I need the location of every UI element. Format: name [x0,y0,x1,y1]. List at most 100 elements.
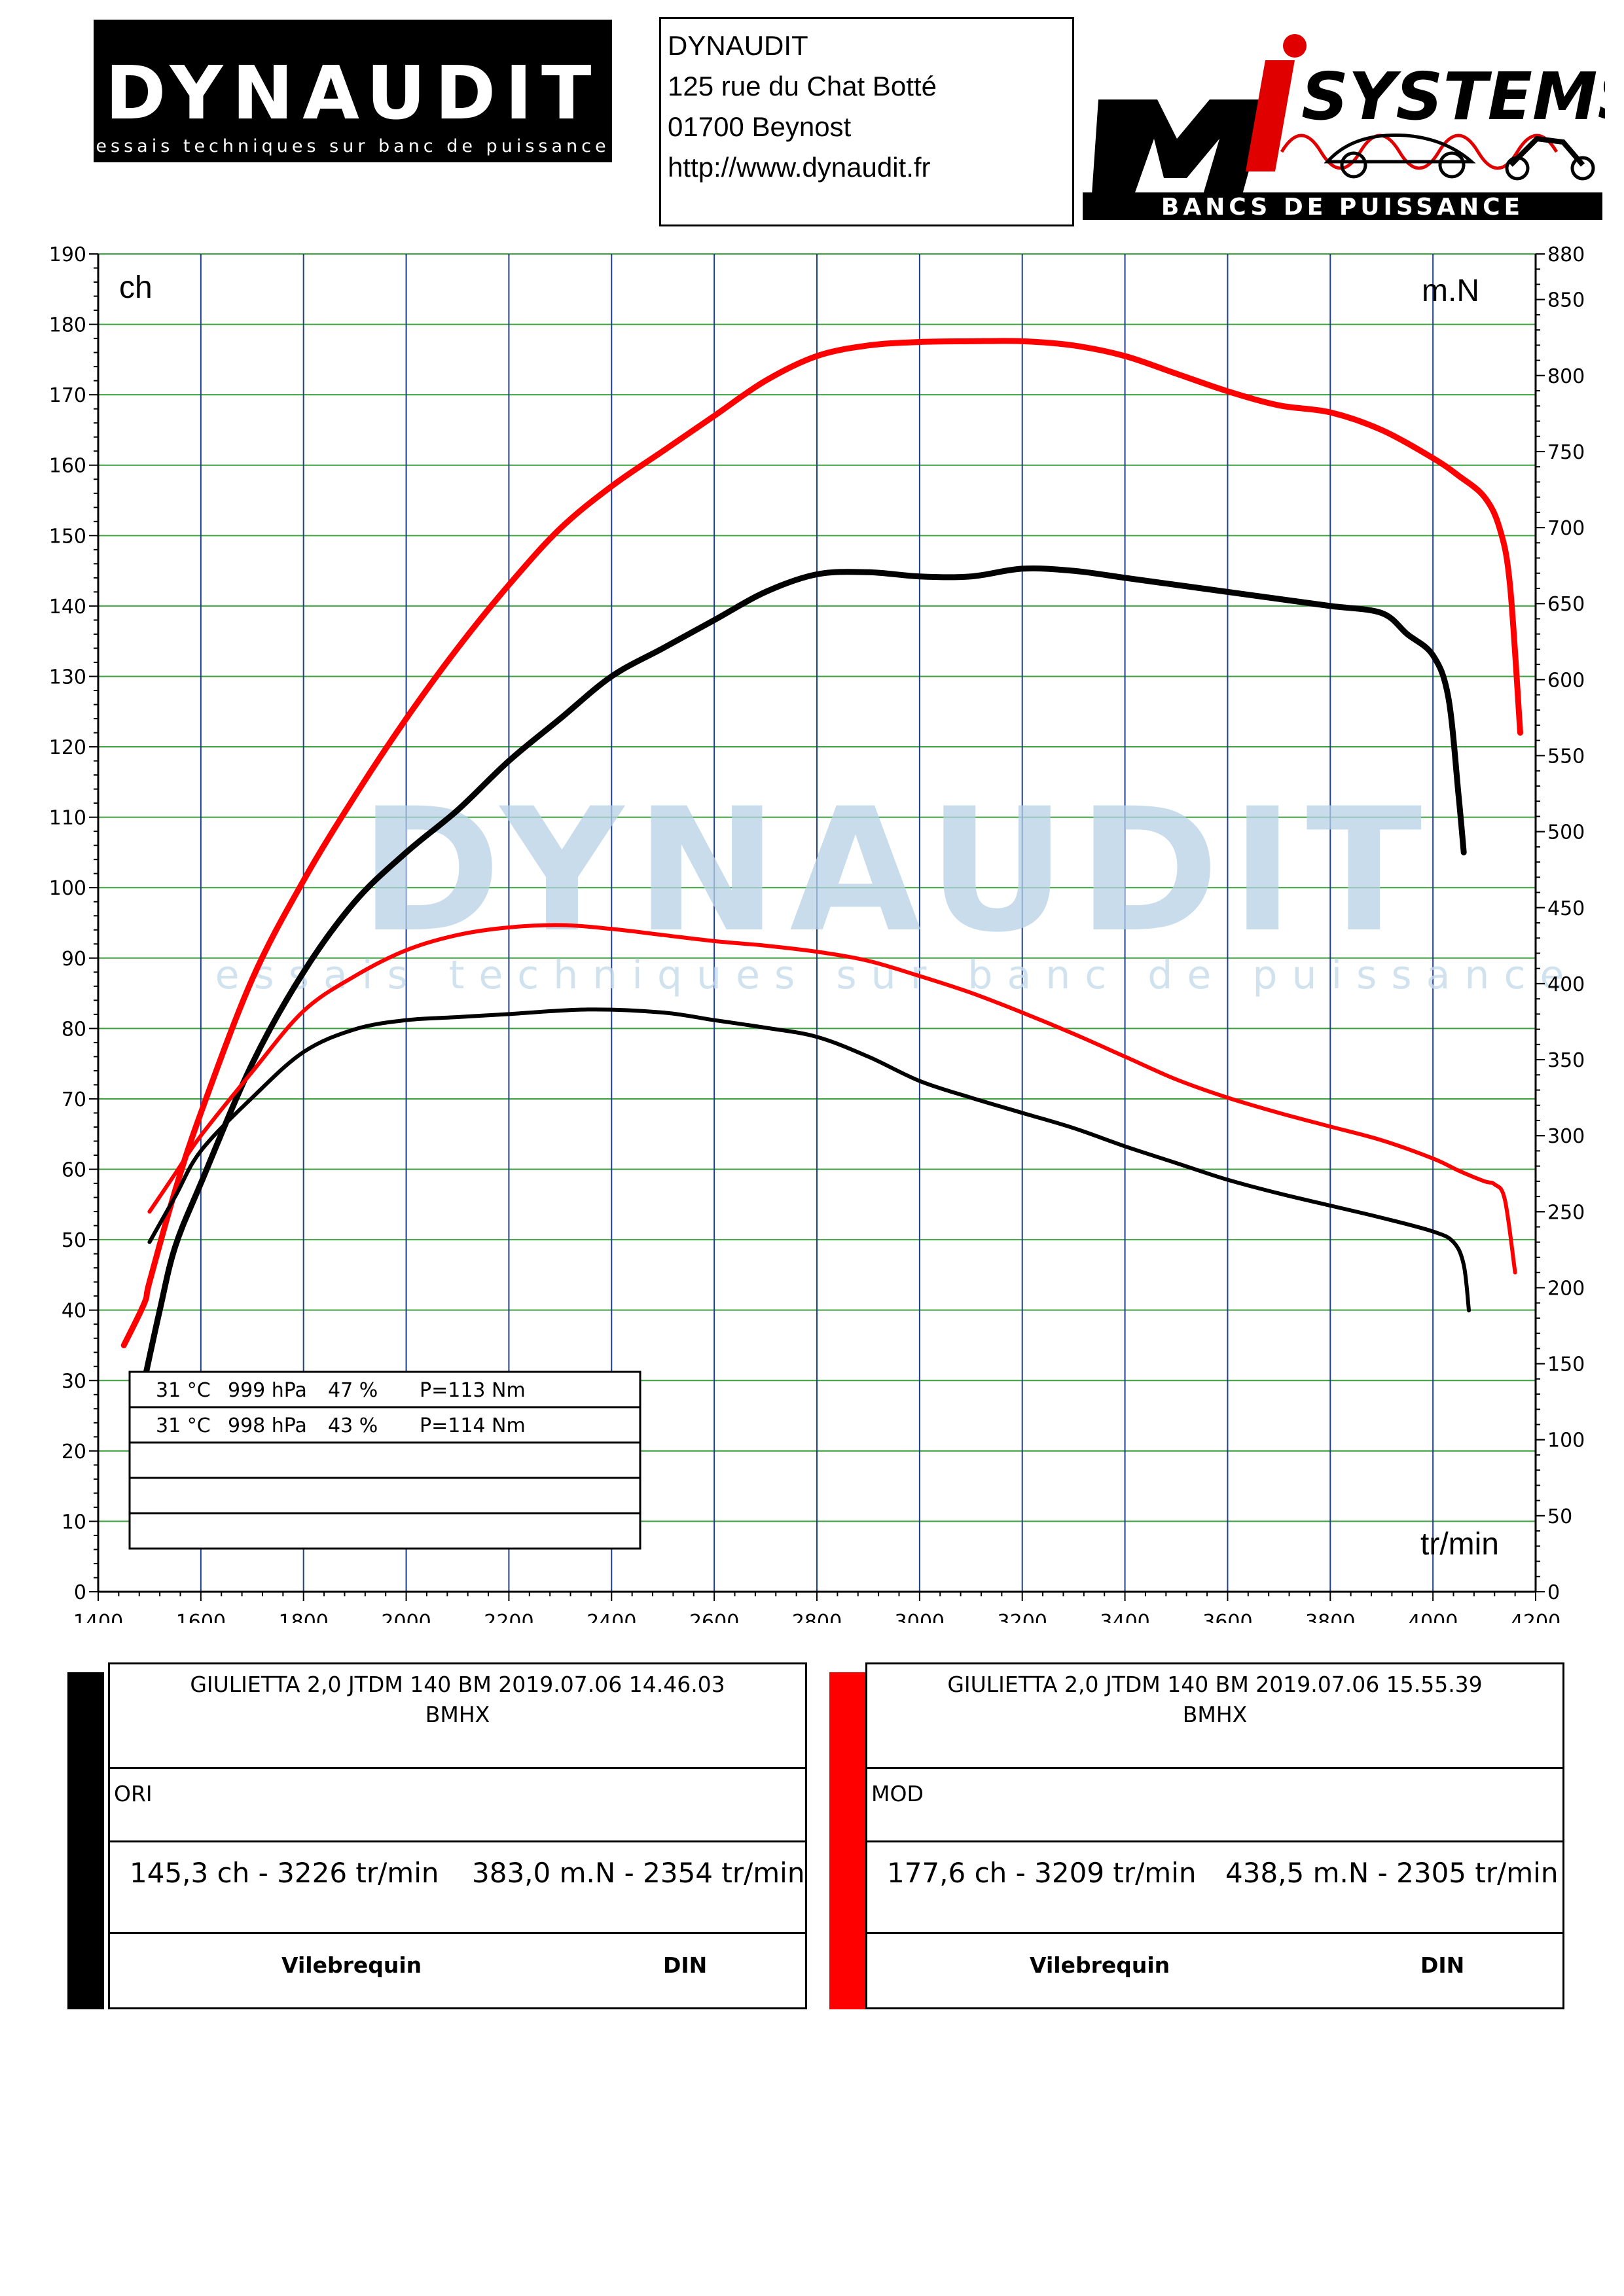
ori-run-subtitle: BMHX [425,1702,490,1727]
y-right-tick-label: 600 [1547,669,1585,692]
ori-torque-curve [147,1007,1471,1313]
x-tick-label: 3200 [998,1611,1047,1623]
x-axis-label: tr/min [1420,1527,1499,1562]
y-right-tick-label: 50 [1547,1505,1572,1528]
conditions-temp: 31 °C [156,1414,211,1437]
address-box: DYNAUDIT 125 rue du Chat Botté 01700 Bey… [659,17,1074,226]
ori-max-power: 145,3 ch - 3226 tr/min [130,1857,439,1889]
mod-run-label: MOD [867,1769,1562,1842]
address-line-city: 01700 Beynost [668,111,852,142]
y-axis-right-label: m.N [1422,274,1479,308]
mod-legend-panel: GIULIETTA 2,0 JTDM 140 BM 2019.07.06 15.… [865,1662,1564,2009]
conditions-row [128,1441,641,1479]
y-left-tick-label: 50 [62,1229,86,1252]
y-left-tick-label: 160 [49,455,86,478]
y-right-tick-label: 150 [1547,1354,1585,1376]
mod-max-power: 177,6 ch - 3209 tr/min [887,1857,1197,1889]
mod-footer-row: Vilebrequin DIN [867,1934,1562,2009]
x-tick-label: 3000 [895,1611,945,1623]
y-right-tick-label: 880 [1547,243,1585,266]
mod-run-title-row: GIULIETTA 2,0 JTDM 140 BM 2019.07.06 15.… [867,1664,1562,1769]
y-left-tick-label: 100 [49,877,86,900]
y-right-tick-label: 650 [1547,593,1585,616]
conditions-humidity: 43 % [328,1414,378,1437]
y-left-tick-label: 70 [62,1088,86,1111]
mod-results-row: 177,6 ch - 3209 tr/min 438,5 m.N - 2305 … [867,1842,1562,1934]
conditions-row [128,1477,641,1515]
address-line-website: http://www.dynaudit.fr [668,152,931,183]
conditions-pressure: 998 hPa [228,1414,307,1437]
conditions-p: P=113 Nm [420,1379,526,1402]
conditions-temp: 31 °C [156,1379,211,1402]
ori-run-label: ORI [110,1769,805,1842]
y-right-tick-label: 250 [1547,1201,1585,1224]
y-right-tick-label: 400 [1547,973,1585,996]
y-left-tick-label: 10 [62,1511,86,1534]
y-right-tick-label: 500 [1547,821,1585,844]
ori-results-row: 145,3 ch - 3226 tr/min 383,0 m.N - 2354 … [110,1842,805,1934]
mod-torque-curve [147,923,1517,1275]
conditions-row [128,1406,641,1444]
y-left-tick-label: 180 [49,314,86,337]
ori-norm: DIN [663,1952,708,1978]
dyno-chart: DYNAUDIT essais techniques sur banc de p… [49,243,1585,1623]
conditions-pressure: 999 hPa [228,1379,307,1402]
dynaudit-logo: DYNAUDIT essais techniques sur banc de p… [94,20,612,162]
y-left-tick-label: 60 [62,1159,86,1182]
ori-max-torque: 383,0 m.N - 2354 tr/min [472,1857,805,1889]
x-tick-label: 1400 [73,1611,123,1623]
mod-color-bar [829,1672,866,2009]
mod-norm: DIN [1420,1952,1465,1978]
ori-run-title: GIULIETTA 2,0 JTDM 140 BM 2019.07.06 14.… [190,1672,725,1697]
y-right-tick-label: 0 [1547,1581,1560,1604]
logo-brand: DYNAUDIT [105,51,601,136]
y-right-tick-label: 100 [1547,1429,1585,1452]
y-left-tick-label: 90 [62,948,86,971]
address-line-company: DYNAUDIT [668,30,808,61]
y-left-tick-label: 120 [49,736,86,759]
watermark-tagline: essais techniques sur banc de puissance [215,952,1579,998]
y-right-tick-label: 450 [1547,897,1585,920]
mod-max-torque: 438,5 m.N - 2305 tr/min [1225,1857,1559,1889]
y-right-tick-label: 550 [1547,745,1585,768]
y-left-tick-label: 0 [74,1581,86,1604]
y-axis-left-label: ch [119,270,153,305]
y-left-tick-label: 30 [62,1370,86,1393]
mod-run-title: GIULIETTA 2,0 JTDM 140 BM 2019.07.06 15.… [947,1672,1483,1697]
chart-watermark: DYNAUDIT essais techniques sur banc de p… [215,772,1579,998]
y-left-tick-label: 20 [62,1441,86,1463]
ori-legend-panel: GIULIETTA 2,0 JTDM 140 BM 2019.07.06 14.… [108,1662,807,2009]
address-line-street: 125 rue du Chat Botté [668,71,937,101]
y-left-tick-label: 130 [49,666,86,689]
x-tick-label: 1600 [176,1611,226,1623]
logo-brand-bottom: BANCS DE PUISSANCE [1161,194,1524,221]
watermark-brand: DYNAUDIT [359,772,1434,970]
x-tick-label: 2200 [484,1611,533,1623]
ori-run-title-row: GIULIETTA 2,0 JTDM 140 BM 2019.07.06 14.… [110,1664,805,1769]
chart-grid [98,253,1536,1592]
x-tick-label: 2800 [792,1611,842,1623]
ori-color-bar [67,1672,104,2009]
y-right-tick-label: 700 [1547,517,1585,540]
conditions-p: P=114 Nm [420,1414,526,1437]
x-tick-label: 1800 [279,1611,329,1623]
x-tick-label: 2000 [381,1611,431,1623]
x-tick-label: 2400 [586,1611,636,1623]
y-right-tick-label: 750 [1547,441,1585,464]
chart-series [120,338,1523,1384]
conditions-row [128,1371,641,1408]
x-tick-label: 4000 [1408,1611,1458,1623]
conditions-row [128,1512,641,1550]
y-right-tick-label: 850 [1547,289,1585,312]
ori-footer-row: Vilebrequin DIN [110,1934,805,2009]
y-right-tick-label: 300 [1547,1125,1585,1148]
x-tick-label: 3400 [1100,1611,1149,1623]
y-left-tick-label: 80 [62,1018,86,1041]
y-right-tick-label: 350 [1547,1049,1585,1072]
y-left-tick-label: 190 [49,243,86,266]
mi-systems-logo: SYSTEMS BANCS DE PUISSANCE [1083,34,1605,221]
x-tick-label: 2600 [689,1611,739,1623]
conditions-humidity: 47 % [328,1379,378,1402]
chart-axes: 0 10 20 30 40 50 60 70 80 90 100 110 120 130 140 150 160… [49,243,1585,1623]
ori-power-curve [141,565,1467,1384]
